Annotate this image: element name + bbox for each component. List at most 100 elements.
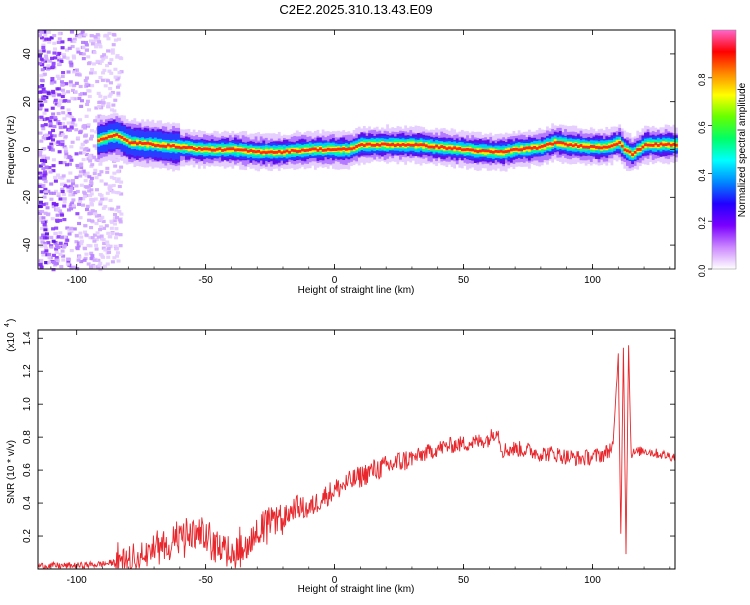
snr-scale-factor: (x10 4 ) [4,319,17,352]
ridge-cell [174,145,178,149]
ridge-cell [295,150,299,153]
noise-cell [49,115,54,120]
noise-cell [99,59,104,63]
noise-cell [86,55,91,59]
noise-cell [47,252,52,257]
ridge-cell [646,143,650,147]
noise-cell [48,136,53,140]
noise-cell [41,162,46,166]
noise-cell [108,198,113,203]
spectrogram-y-axis-label: Frequency (Hz) [6,116,17,185]
noise-cell [83,179,88,183]
noise-cell [109,219,114,223]
noise-cell [47,255,52,260]
noise-cell [43,123,48,127]
noise-cell [54,255,59,260]
noise-cell [69,62,74,66]
noise-cell [47,40,52,44]
ridge-cell [97,139,101,143]
ridge-cell [556,141,560,144]
noise-cell [112,256,117,260]
noise-cell [85,204,90,208]
spectrogram-x-axis-label: Height of straight line (km) [298,285,415,296]
noise-cell [89,265,94,269]
ridge-cell [166,144,170,150]
noise-cell [92,156,97,160]
noise-cell [43,99,48,103]
ridge-cell [651,143,655,147]
noise-cell [48,119,53,123]
noise-cell [117,83,122,87]
noise-cell [58,197,63,201]
ridge-cell [319,147,322,151]
noise-cell [75,189,80,194]
noise-cell [46,241,51,245]
spectrogram-y-ticks: -40 -20 0 20 40 [22,48,675,252]
noise-cell [62,197,67,201]
noise-cell [113,75,118,79]
ridge-cell [564,142,567,146]
noise-cell [99,179,104,183]
y-tick-label: 0.8 [22,430,33,444]
noise-cell [112,171,117,175]
colorbar-label: Normalized spectral amplitude [737,82,748,217]
noise-cell [47,37,52,41]
noise-cell [88,156,93,160]
ridge-cell [270,150,273,154]
noise-cell [64,152,69,156]
ridge-cell [161,141,165,148]
noise-cell [55,213,60,217]
noise-cell [49,245,54,249]
noise-cell [58,241,63,245]
ridge-cell [223,148,227,152]
noise-cell [119,180,124,184]
noise-cell [91,265,96,269]
noise-cell [109,71,114,75]
noise-cell [66,260,71,264]
noise-cell [38,49,43,53]
noise-cell [94,106,99,110]
noise-cell [65,238,70,242]
ridge-cell [579,144,583,147]
ridge-cell [484,149,487,153]
noise-cell [81,52,86,56]
noise-cell [40,68,45,72]
noise-cell [100,78,105,82]
noise-cell [87,218,92,222]
ridge-cell [458,147,462,150]
noise-cell [89,188,94,192]
noise-cell [56,235,61,239]
noise-cell [79,33,84,37]
ridge-cell [352,146,356,150]
ridge-cell [481,148,485,152]
noise-cell [108,92,113,96]
noise-cell [111,190,116,194]
noise-cell [67,232,72,236]
noise-cell [38,153,43,157]
ridge-cell [136,142,139,146]
ridge-cell [179,146,183,150]
noise-cell [74,81,79,85]
noise-cell [66,257,71,261]
noise-cell [96,37,101,41]
noise-cell [39,173,44,178]
noise-cell [69,266,74,270]
noise-cell [84,207,89,212]
noise-cell [93,212,98,216]
ridge-cell [257,149,261,153]
noise-cell [39,190,44,194]
noise-cell [101,219,106,224]
noise-cell [51,253,56,257]
noise-cell [42,111,47,115]
noise-cell [45,212,50,217]
ridge-cell [239,148,242,152]
noise-cell [63,147,68,151]
noise-cell [66,108,71,112]
noise-cell [78,118,83,122]
noise-cell [44,232,49,236]
noise-cell [38,106,43,110]
noise-cell [60,176,65,180]
noise-cell [51,204,56,209]
ridge-cell [525,146,529,150]
noise-cell [61,174,66,178]
